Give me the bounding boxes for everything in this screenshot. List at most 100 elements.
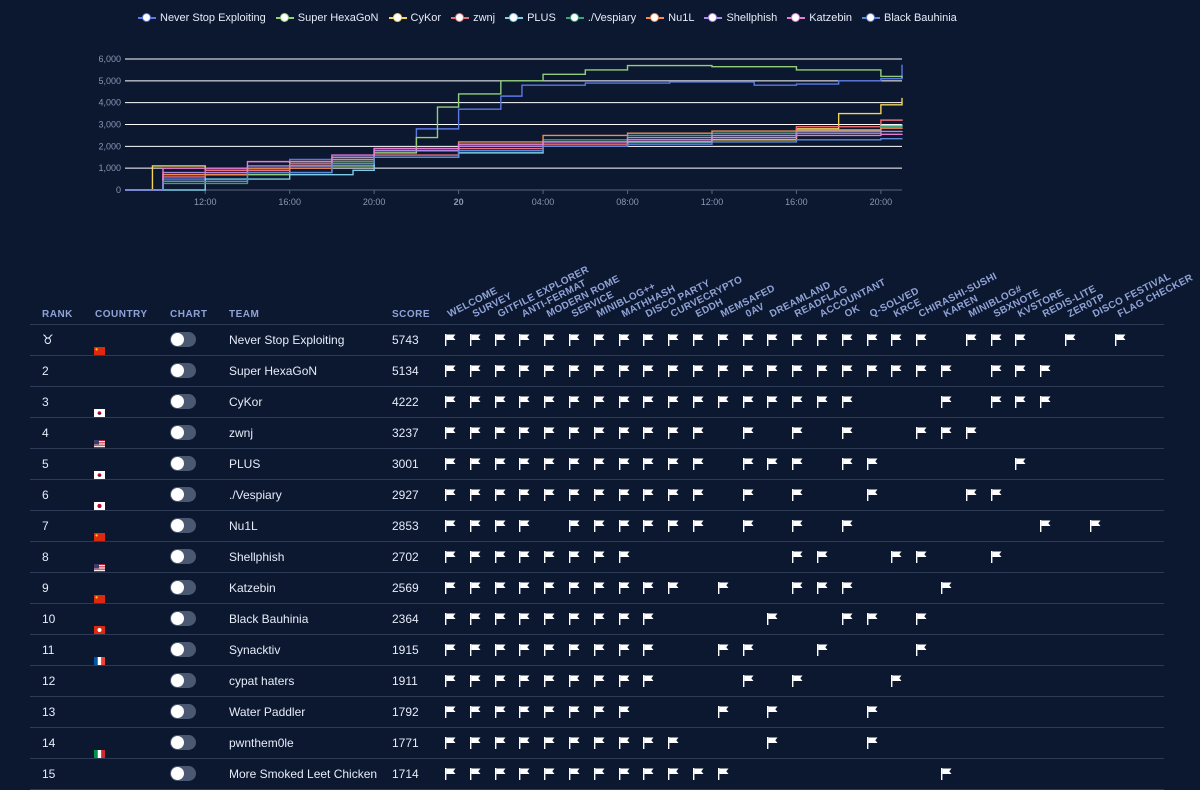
solved-flag-icon bbox=[643, 520, 654, 532]
legend-item[interactable]: Never Stop Exploiting bbox=[138, 12, 266, 24]
team-name[interactable]: Water Paddler bbox=[229, 705, 306, 719]
legend-item[interactable]: Nu1L bbox=[646, 12, 694, 24]
chart-toggle[interactable] bbox=[170, 425, 196, 440]
solved-flag-icon bbox=[469, 737, 481, 749]
legend-marker-icon bbox=[451, 13, 470, 23]
team-name[interactable]: Shellphish bbox=[229, 550, 285, 564]
solved-flag-icon bbox=[1040, 396, 1051, 408]
solved-flag-icon bbox=[569, 458, 580, 470]
legend-item[interactable]: ./Vespiary bbox=[565, 12, 636, 24]
solved-flag-icon bbox=[569, 334, 580, 346]
solved-flag-icon bbox=[469, 334, 481, 346]
team-name[interactable]: Black Bauhinia bbox=[229, 612, 309, 626]
legend-marker-icon bbox=[646, 13, 665, 23]
solved-flag-icon bbox=[866, 334, 878, 346]
solved-flag-icon bbox=[841, 458, 853, 470]
rank-cell: 11 bbox=[42, 643, 55, 657]
chart-toggle[interactable] bbox=[170, 673, 196, 688]
solved-flag-icon bbox=[593, 613, 605, 625]
solved-flag-icon bbox=[941, 768, 952, 780]
team-score: 3237 bbox=[392, 426, 419, 440]
header-country: COUNTRY bbox=[95, 309, 148, 320]
legend-item[interactable]: CyKor bbox=[388, 12, 441, 24]
table-row: 4 zwnj 3237 bbox=[30, 418, 1164, 449]
solved-flag-icon bbox=[569, 675, 580, 687]
team-name[interactable]: Katzebin bbox=[229, 581, 276, 595]
solved-flag-icon bbox=[618, 489, 630, 501]
team-score: 1915 bbox=[392, 643, 419, 657]
team-score: 2927 bbox=[392, 488, 419, 502]
team-score: 2364 bbox=[392, 612, 419, 626]
legend-item[interactable]: PLUS bbox=[505, 12, 556, 24]
chart-toggle[interactable] bbox=[170, 487, 196, 502]
solved-flag-icon bbox=[593, 334, 605, 346]
team-name[interactable]: More Smoked Leet Chicken bbox=[229, 767, 378, 781]
solved-flag-icon bbox=[544, 768, 555, 780]
solved-flag-icon bbox=[668, 489, 679, 501]
solved-flag-icon bbox=[469, 396, 481, 408]
legend-label: PLUS bbox=[527, 12, 556, 24]
solved-flag-icon bbox=[569, 551, 580, 563]
legend-item[interactable]: Black Bauhinia bbox=[862, 12, 957, 24]
team-name[interactable]: CyKor bbox=[229, 395, 263, 409]
solved-flag-icon bbox=[668, 737, 679, 749]
chart-toggle[interactable] bbox=[170, 332, 196, 347]
solved-flag-icon bbox=[494, 613, 506, 625]
solved-flag-icon bbox=[941, 365, 952, 377]
solved-flag-icon bbox=[792, 396, 803, 408]
team-name[interactable]: ./Vespiary bbox=[229, 488, 282, 502]
series-line bbox=[125, 133, 903, 191]
legend-item[interactable]: Shellphish bbox=[704, 12, 777, 24]
team-name[interactable]: Super HexaGoN bbox=[229, 364, 318, 378]
solved-flag-icon bbox=[941, 582, 952, 594]
solved-flag-icon bbox=[767, 458, 778, 470]
chart-toggle[interactable] bbox=[170, 518, 196, 533]
chart-toggle[interactable] bbox=[170, 735, 196, 750]
solved-flag-icon bbox=[469, 675, 481, 687]
solved-flag-icon bbox=[817, 396, 828, 408]
team-score: 2702 bbox=[392, 550, 419, 564]
solved-flag-icon bbox=[767, 613, 778, 625]
team-name[interactable]: zwnj bbox=[229, 426, 254, 440]
chart-toggle[interactable] bbox=[170, 704, 196, 719]
chart-toggle[interactable] bbox=[170, 394, 196, 409]
solved-flag-icon bbox=[767, 737, 778, 749]
legend-item[interactable]: zwnj bbox=[451, 12, 495, 24]
solved-flag-icon bbox=[717, 768, 729, 780]
solved-flag-icon bbox=[544, 396, 555, 408]
chart-toggle[interactable] bbox=[170, 642, 196, 657]
solved-flag-icon bbox=[494, 737, 506, 749]
solved-flag-icon bbox=[767, 365, 778, 377]
solved-flag-icon bbox=[494, 396, 506, 408]
solved-flag-icon bbox=[643, 334, 654, 346]
chart-toggle[interactable] bbox=[170, 580, 196, 595]
solved-flag-icon bbox=[1040, 520, 1051, 532]
solved-flag-icon bbox=[891, 675, 902, 687]
solved-flag-icon bbox=[916, 613, 927, 625]
legend-item[interactable]: Katzebin bbox=[787, 12, 852, 24]
team-name[interactable]: cypat haters bbox=[229, 674, 295, 688]
solved-flag-icon bbox=[866, 613, 878, 625]
solved-flag-icon bbox=[469, 489, 481, 501]
solved-flag-icon bbox=[569, 644, 580, 656]
team-name[interactable]: pwnthem0le bbox=[229, 736, 294, 750]
solved-flag-icon bbox=[569, 489, 580, 501]
legend-marker-icon bbox=[862, 13, 881, 23]
chart-toggle[interactable] bbox=[170, 611, 196, 626]
series-line bbox=[125, 137, 903, 191]
chart-toggle[interactable] bbox=[170, 549, 196, 564]
legend-marker-icon bbox=[704, 13, 723, 23]
solved-flag-icon bbox=[643, 737, 654, 749]
solved-flag-icon bbox=[767, 396, 778, 408]
legend-item[interactable]: Super HexaGoN bbox=[275, 12, 379, 24]
scoreboard-table: RANK COUNTRY CHART TEAM SCORE WELCOME SUR… bbox=[30, 260, 1195, 790]
solved-flag-icon bbox=[1015, 334, 1026, 346]
team-name[interactable]: Nu1L bbox=[229, 519, 258, 533]
solved-flag-icon bbox=[544, 675, 555, 687]
chart-toggle[interactable] bbox=[170, 363, 196, 378]
team-name[interactable]: Never Stop Exploiting bbox=[229, 333, 345, 347]
chart-toggle[interactable] bbox=[170, 766, 196, 781]
team-name[interactable]: Synacktiv bbox=[229, 643, 281, 657]
team-name[interactable]: PLUS bbox=[229, 457, 261, 471]
chart-toggle[interactable] bbox=[170, 456, 196, 471]
